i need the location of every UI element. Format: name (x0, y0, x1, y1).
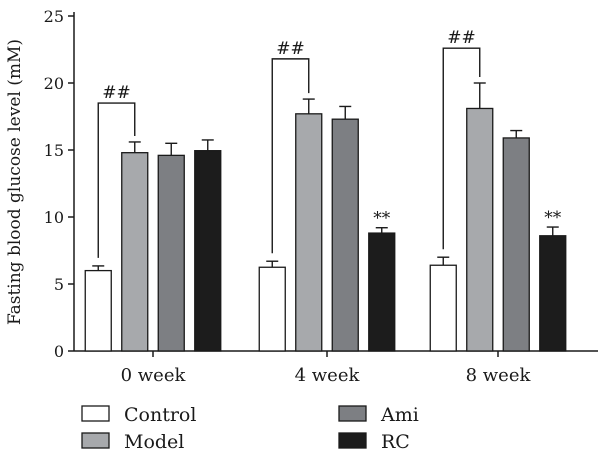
legend-swatch (81, 405, 110, 422)
legend-item-ami: Ami (338, 404, 419, 426)
x-tick-label: 4 week (295, 365, 361, 386)
legend-item-control: Control (81, 404, 196, 426)
bar-rc-0 (194, 150, 222, 352)
bar-control-0 (84, 269, 112, 352)
x-tick-label: 0 week (121, 365, 187, 386)
bar-rc-1 (368, 232, 396, 352)
significance-label: ** (544, 208, 562, 228)
legend-swatch (338, 432, 367, 449)
bar-control-2 (429, 264, 457, 352)
legend-label: Model (124, 431, 184, 453)
legend-swatch (81, 432, 110, 449)
x-tick-label: 8 week (466, 365, 532, 386)
significance-label: ## (447, 28, 476, 48)
legend-label: Control (124, 404, 196, 426)
legend-label: Ami (380, 404, 419, 426)
y-tick-label: 0 (54, 342, 64, 361)
y-tick-label: 5 (54, 275, 64, 294)
significance-label: ## (102, 83, 131, 103)
y-tick-label: 10 (44, 208, 64, 227)
bar-ami-0 (157, 154, 185, 352)
y-tick-label: 15 (44, 141, 64, 160)
significance-label: ** (373, 209, 391, 229)
y-tick-label: 25 (44, 7, 64, 26)
bar-ami-2 (502, 137, 530, 352)
bar-rc-2 (539, 235, 567, 352)
significance-bracket (442, 47, 481, 250)
bar-control-1 (258, 266, 286, 352)
legend-item-rc: RC (338, 431, 410, 453)
significance-bracket (271, 58, 310, 254)
legend: Control Model Ami RC (81, 404, 419, 453)
legend-swatch (338, 405, 367, 422)
y-tick-label: 20 (44, 74, 64, 93)
significance-label: ## (276, 39, 305, 59)
axes: 0 5 10 15 20 25 0 week 4 week 8 week (44, 7, 598, 386)
bar-model-1 (295, 113, 323, 352)
bar-model-2 (466, 107, 494, 352)
bar-model-0 (121, 152, 149, 352)
annotations: ## ## ## ** ** (97, 28, 562, 258)
legend-label: RC (381, 431, 410, 453)
legend-item-model: Model (81, 431, 184, 453)
significance-bracket (97, 102, 136, 258)
bar-ami-1 (331, 118, 359, 352)
y-axis-label: Fasting blood glucose level (mM) (5, 39, 25, 325)
bars (84, 82, 567, 352)
